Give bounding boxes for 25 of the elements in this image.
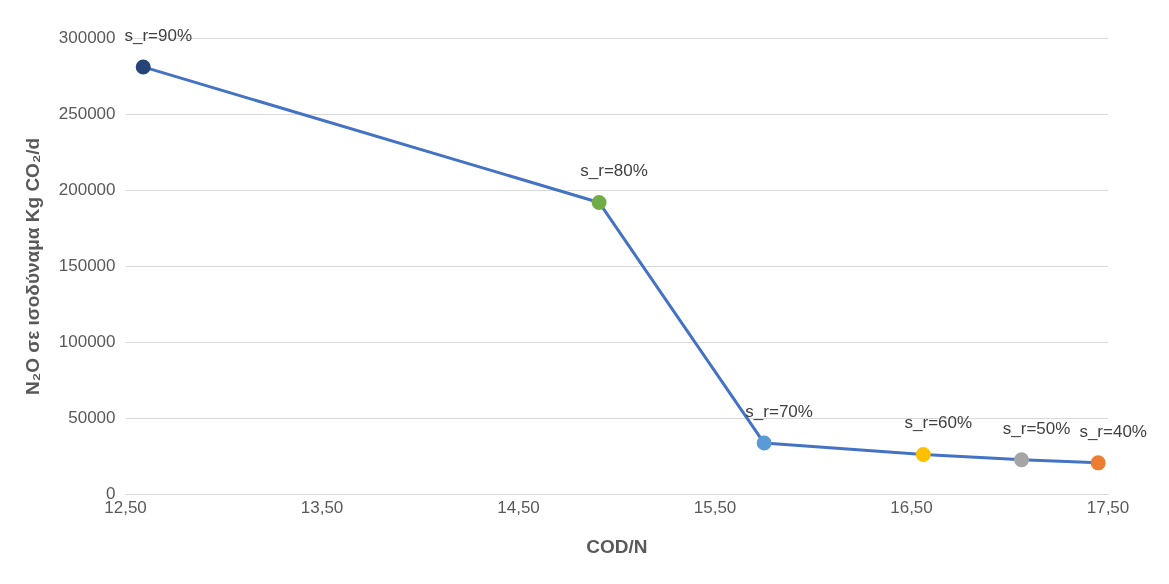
- y-tick-label: 150000: [58, 256, 116, 276]
- y-tick-label: 250000: [58, 103, 116, 123]
- point: [915, 446, 931, 462]
- point: [1090, 455, 1106, 471]
- annotation: s_r=40%: [1079, 421, 1147, 441]
- y-tick-label: 200000: [58, 179, 116, 199]
- y-tick-label: 50000: [68, 408, 116, 428]
- y-tick-label: 100000: [58, 332, 116, 352]
- annotation: s_r=90%: [124, 25, 192, 45]
- y-tick-label: 300000: [58, 27, 116, 47]
- x-tick-label: 17,50: [1086, 497, 1130, 517]
- annotation: s_r=70%: [745, 402, 813, 422]
- x-tick-label: 14,50: [497, 497, 540, 517]
- point: [135, 59, 151, 75]
- x-axis-title: COD/N: [586, 535, 648, 557]
- x-tick-label: 16,50: [890, 497, 933, 517]
- annotation: s_r=60%: [904, 413, 973, 433]
- point: [591, 194, 607, 210]
- x-tick-label: 13,50: [300, 497, 344, 517]
- x-tick-label: 15,50: [693, 497, 737, 517]
- point: [756, 435, 772, 451]
- annotation: s_r=50%: [1002, 418, 1071, 438]
- y-axis-title: N₂O σε ισοδύναμα Kg CO₂/d: [21, 137, 43, 396]
- point: [1014, 452, 1030, 468]
- annotation: s_r=80%: [580, 161, 648, 181]
